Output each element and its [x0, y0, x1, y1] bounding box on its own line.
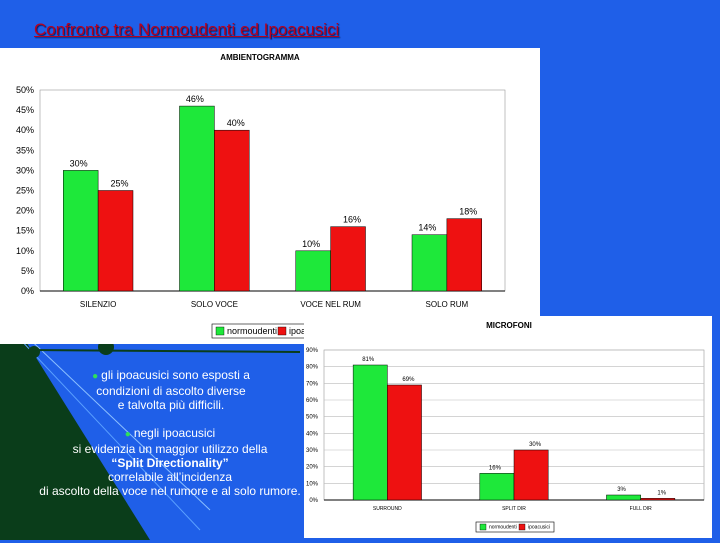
y-tick-label: 40%: [16, 125, 34, 135]
x-tick-label: SILENZIO: [80, 300, 116, 309]
y-tick-label: 50%: [306, 415, 319, 421]
decorative-dot: [28, 346, 40, 358]
data-label: 46%: [186, 94, 204, 104]
y-tick-label: 45%: [16, 105, 34, 115]
data-label: 3%: [617, 487, 626, 493]
decorative-line: [19, 329, 211, 511]
y-tick-label: 50%: [16, 85, 34, 95]
decorative-lines: [0, 300, 301, 540]
bar-ipoacusici: [513, 449, 549, 501]
bar-normoudenti: [479, 473, 515, 501]
bar-ipoacusici: [97, 190, 134, 292]
y-tick-label: 10%: [306, 481, 319, 487]
bar-ipoacusici: [330, 226, 366, 292]
y-tick-label: 60%: [306, 398, 319, 404]
bar-normoudenti: [352, 364, 388, 501]
y-tick-label: 0%: [21, 286, 34, 296]
bullet-2-line-1: negli ipoacusici: [133, 426, 216, 440]
chart-title: AMBIENTOGRAMMA: [220, 53, 300, 62]
data-label: 18%: [459, 207, 477, 217]
legend-label-normoudenti: normoudenti: [227, 326, 277, 336]
data-label: 30%: [70, 158, 88, 168]
x-tick-label: SURROUND: [373, 506, 402, 512]
y-tick-label: 25%: [16, 186, 34, 196]
bar-normoudenti: [179, 105, 215, 292]
bullet-point-1: ● gli ipoacusici sono esposti a condizion…: [86, 368, 256, 412]
y-tick-label: 35%: [16, 145, 34, 155]
legend-swatch-normoudenti: [215, 326, 225, 336]
bullet-2-line-2: si evidenzia un maggior utilizzo della: [72, 442, 268, 456]
bullet-2-line-5: di ascolto della voce nel rumore e al so…: [39, 484, 301, 498]
legend-box: [475, 521, 555, 533]
data-label: 25%: [111, 179, 129, 189]
y-tick-label: 70%: [306, 381, 319, 387]
microfoni-chart: MICROFONI 0% 10% 20% 30% 40% 50% 60% 70% 80% 90% 81…: [304, 316, 712, 538]
data-label: 14%: [418, 223, 436, 233]
bullet-1-line-2: condizioni di ascolto diverse: [96, 384, 246, 398]
bar-normoudenti: [606, 494, 641, 501]
y-tick-label: 30%: [306, 448, 319, 454]
y-tick-label: 10%: [16, 246, 34, 256]
legend-label-ipoacusici: ipoacusici: [528, 525, 550, 531]
y-tick-label: 15%: [16, 226, 34, 236]
y-tick-label: 40%: [306, 431, 319, 437]
bullet-1-line-1: gli ipoacusici sono esposti a: [101, 368, 250, 382]
y-tick-label: 0%: [309, 498, 318, 504]
bullet-1-line-3: e talvolta più difficili.: [117, 398, 225, 412]
legend-swatch-ipoacusici: [518, 523, 526, 531]
data-label: 10%: [302, 239, 320, 249]
data-label: 1%: [657, 490, 666, 496]
x-tick-label: SOLO RUM: [426, 300, 469, 309]
y-tick-label: 5%: [21, 266, 34, 276]
y-tick-label: 80%: [306, 365, 319, 371]
bar-ipoacusici: [214, 129, 250, 292]
page-title: Confronto tra Normoudenti ed Ipoacusici: [34, 20, 340, 39]
legend-swatch-ipoacusici: [277, 326, 287, 336]
data-label: 40%: [227, 118, 245, 128]
bar-normoudenti: [411, 234, 448, 292]
ambientogramma-chart: AMBIENTOGRAMMA 0% 5% 10% 15% 20% 25% 30% 35% 40% 4…: [0, 48, 540, 344]
chart-title: MICROFONI: [486, 321, 532, 330]
bullet-2-line-4: correlabile all’incidenza: [107, 470, 233, 484]
x-tick-label: SPLIT DIR: [502, 506, 526, 512]
data-label: 30%: [529, 442, 542, 448]
y-tick-label: 20%: [16, 206, 34, 216]
data-label: 16%: [489, 465, 502, 471]
legend-swatch-normoudenti: [479, 523, 487, 531]
x-tick-label: SOLO VOCE: [191, 300, 238, 309]
bullet-icon: ●: [92, 371, 99, 382]
bar-ipoacusici: [446, 218, 482, 292]
x-tick-label: FULL DIR: [630, 506, 652, 512]
bar-normoudenti: [295, 250, 331, 292]
y-tick-label: 30%: [16, 165, 34, 175]
x-tick-label: VOCE NEL RUM: [300, 300, 361, 309]
bullet-2-line-3: “Split Directionality”: [111, 456, 229, 470]
decorative-line: [29, 349, 301, 353]
legend: normoudenti ipoacusici: [475, 521, 555, 533]
bar-normoudenti: [63, 170, 99, 292]
y-tick-label: 20%: [306, 465, 319, 471]
bar-ipoacusici: [640, 498, 676, 501]
data-label: 81%: [362, 357, 375, 363]
bullet-point-2: ● negli ipoacusici si evidenzia un maggio…: [36, 426, 304, 498]
data-label: 69%: [402, 377, 415, 383]
data-label: 16%: [343, 215, 361, 225]
bar-ipoacusici: [387, 384, 422, 501]
legend-label-normoudenti: normoudenti: [489, 525, 517, 531]
y-tick-label: 90%: [306, 348, 319, 354]
bullet-icon: ●: [124, 429, 131, 440]
decorative-wedge: [0, 300, 150, 540]
